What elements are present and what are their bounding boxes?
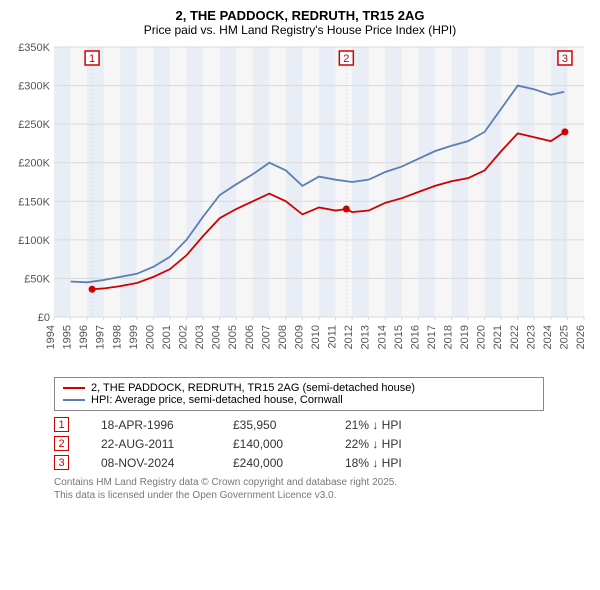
y-tick-label: £0 [38,312,50,324]
sales-row: 1 18-APR-1996 £35,950 21% ↓ HPI [54,417,590,432]
footnote: Contains HM Land Registry data © Crown c… [54,476,590,502]
chart-svg: £0 £50K £100K £150K £200K £250K £300K £350K 1994… [10,41,590,371]
sales-hpi: 18% ↓ HPI [345,456,435,470]
sale-marker-number: 1 [89,53,95,65]
x-tick-label: 2012 [343,325,355,349]
x-tick-label: 2017 [426,325,438,349]
sales-table: 1 18-APR-1996 £35,950 21% ↓ HPI 2 22-AUG-2011… [54,417,590,470]
chart-title: 2, THE PADDOCK, REDRUTH, TR15 2AG [10,8,590,23]
sale-marker-number: 2 [343,53,349,65]
legend-row: 2, THE PADDOCK, REDRUTH, TR15 2AG (semi-… [63,382,535,394]
x-tick-label: 2007 [260,325,272,349]
x-tick-label: 2018 [443,325,455,349]
legend-swatch [63,387,85,389]
x-tick-label: 2001 [161,325,173,349]
legend-swatch [63,399,85,401]
chart-container: 2, THE PADDOCK, REDRUTH, TR15 2AG Price … [0,0,600,590]
title-block: 2, THE PADDOCK, REDRUTH, TR15 2AG Price … [10,8,590,37]
y-tick-label: £150K [18,196,50,208]
x-tick-label: 2024 [542,325,554,349]
x-tick-label: 2009 [293,325,305,349]
y-tick-label: £300K [18,81,50,93]
x-tick-label: 2022 [509,325,521,349]
year-band [286,47,303,317]
y-tick-label: £100K [18,235,50,247]
x-tick-label: 2003 [194,325,206,349]
x-tick-label: 1997 [95,325,107,349]
year-band [418,47,435,317]
year-band [187,47,204,317]
y-tick-label: £50K [24,273,50,285]
chart-area: £0 £50K £100K £150K £200K £250K £300K £350K 1994… [10,41,590,371]
x-tick-label: 2021 [492,325,504,349]
x-tick-label: 2026 [575,325,587,349]
x-tick-label: 2025 [558,325,570,349]
sales-marker: 1 [54,417,69,432]
year-band [485,47,502,317]
x-tick-label: 2015 [393,325,405,349]
sales-marker: 2 [54,436,69,451]
y-tick-label: £250K [18,119,50,131]
legend-row: HPI: Average price, semi-detached house,… [63,394,535,406]
legend-label: HPI: Average price, semi-detached house,… [91,394,343,406]
x-tick-label: 2005 [227,325,239,349]
sale-marker-number: 3 [562,53,568,65]
x-tick-label: 2010 [310,325,322,349]
sales-row: 3 08-NOV-2024 £240,000 18% ↓ HPI [54,455,590,470]
year-band [54,47,71,317]
x-tick-label: 2000 [144,325,156,349]
year-band [253,47,270,317]
x-tick-label: 2002 [178,325,190,349]
year-band [452,47,469,317]
x-tick-label: 2004 [211,325,223,349]
footnote-line-1: Contains HM Land Registry data © Crown c… [54,476,590,489]
sales-price: £35,950 [233,418,313,432]
y-tick-label: £200K [18,158,50,170]
x-tick-label: 2014 [376,325,388,349]
sales-date: 08-NOV-2024 [101,456,201,470]
year-band [87,47,104,317]
y-tick-label: £350K [18,42,50,54]
footnote-line-2: This data is licensed under the Open Gov… [54,489,590,502]
x-tick-label: 2023 [525,325,537,349]
x-tick-label: 2016 [409,325,421,349]
sales-date: 18-APR-1996 [101,418,201,432]
x-tick-label: 2008 [277,325,289,349]
x-tick-label: 2013 [360,325,372,349]
year-band [385,47,402,317]
sales-hpi: 21% ↓ HPI [345,418,435,432]
sales-price: £240,000 [233,456,313,470]
sales-price: £140,000 [233,437,313,451]
x-tick-label: 2019 [459,325,471,349]
year-band [220,47,237,317]
legend-label: 2, THE PADDOCK, REDRUTH, TR15 2AG (semi-… [91,382,415,394]
legend: 2, THE PADDOCK, REDRUTH, TR15 2AG (semi-… [54,377,544,411]
x-tick-label: 1999 [128,325,140,349]
sales-row: 2 22-AUG-2011 £140,000 22% ↓ HPI [54,436,590,451]
sales-date: 22-AUG-2011 [101,437,201,451]
x-tick-label: 2011 [327,325,339,349]
x-tick-label: 1998 [111,325,123,349]
sales-marker: 3 [54,455,69,470]
x-tick-label: 2020 [476,325,488,349]
chart-subtitle: Price paid vs. HM Land Registry's House … [10,23,590,37]
x-tick-label: 2006 [244,325,256,349]
x-tick-label: 1996 [78,325,90,349]
x-tick-label: 1994 [45,325,57,349]
year-band [319,47,336,317]
sales-hpi: 22% ↓ HPI [345,437,435,451]
x-tick-label: 1995 [62,325,74,349]
